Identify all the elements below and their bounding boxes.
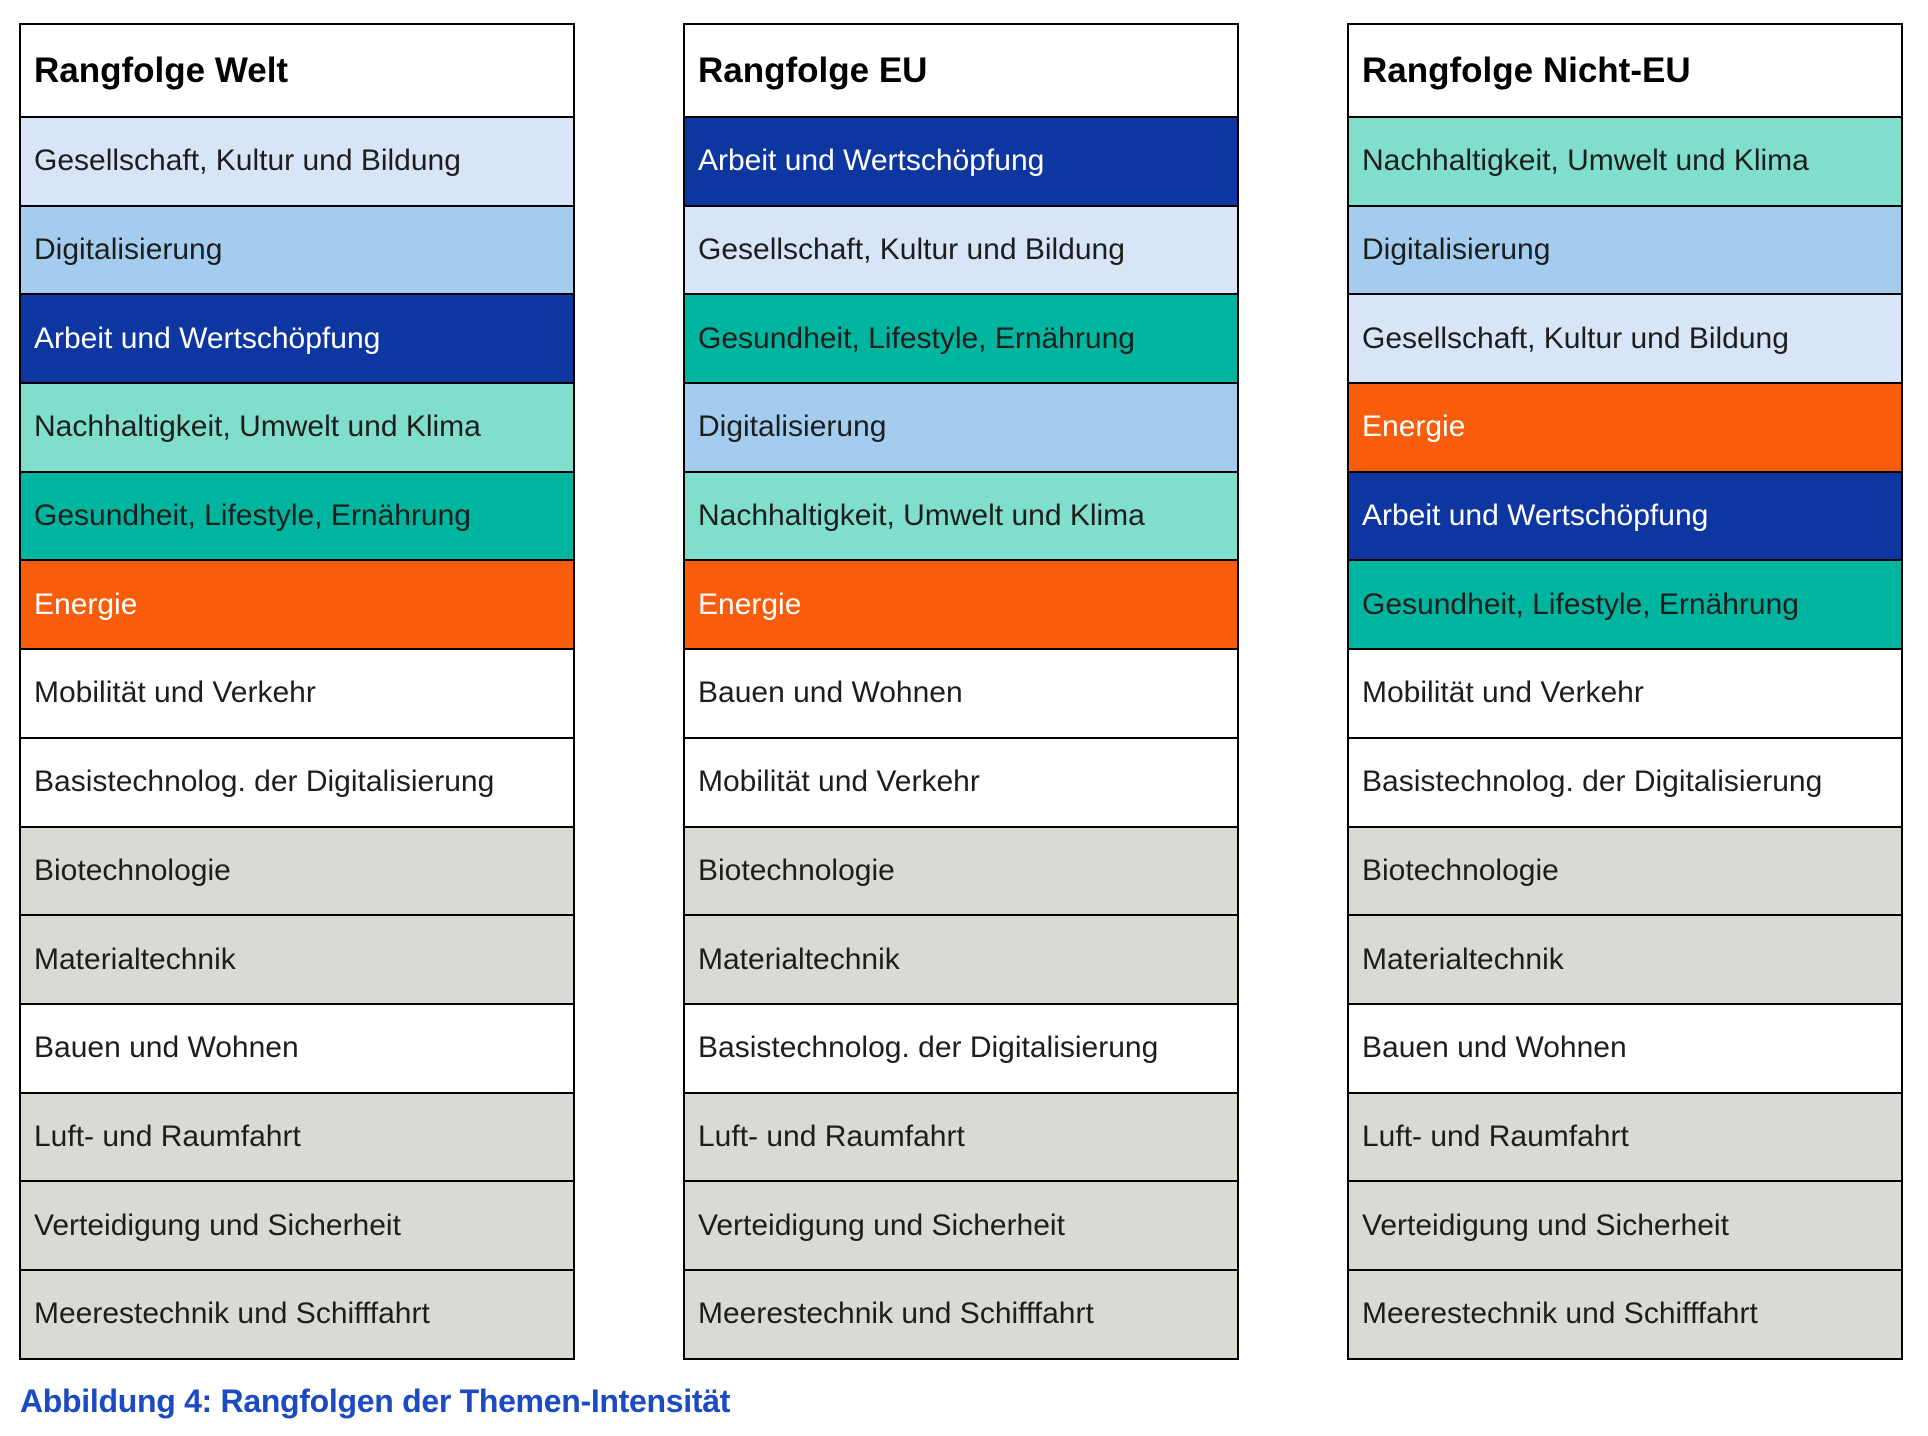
table-row: Materialtechnik [21,916,573,1005]
table-rows-eu: Arbeit und Wertschöpfung Gesellschaft, Ku… [685,118,1237,1358]
table-row: Digitalisierung [1349,206,1901,296]
table-row: Meerestechnik und Schifffahrt [1349,1270,1901,1358]
figure-caption: Abbildung 4: Rangfolgen der Themen-Inten… [20,1383,731,1419]
table-row: Arbeit und Wertschöpfung [21,295,573,385]
table-row: Bauen und Wohnen [685,650,1237,739]
ranking-table-eu: Rangfolge EU Arbeit und Wertschöpfung Ges… [683,23,1239,1360]
table-row: Basistechnolog. der Digitalisierung [685,1004,1237,1094]
table-rows-nicht-eu: Nachhaltigkeit, Umwelt und Klima Digitali… [1349,118,1901,1358]
table-row: Biotechnologie [685,827,1237,917]
table-row: Gesundheit, Lifestyle, Ernährung [685,295,1237,385]
table-row: Meerestechnik und Schifffahrt [21,1270,573,1358]
table-row: Meerestechnik und Schifffahrt [685,1270,1237,1358]
table-row: Nachhaltigkeit, Umwelt und Klima [1349,118,1901,207]
table-row: Mobilität und Verkehr [1349,650,1901,739]
table-row: Gesundheit, Lifestyle, Ernährung [21,472,573,562]
table-row: Gesellschaft, Kultur und Bildung [21,118,573,207]
table-title-welt: Rangfolge Welt [21,25,573,118]
table-row: Mobilität und Verkehr [21,650,573,739]
ranking-table-nicht-eu: Rangfolge Nicht-EU Nachhaltigkeit, Umwel… [1347,23,1903,1360]
table-row: Nachhaltigkeit, Umwelt und Klima [685,472,1237,562]
table-row: Luft- und Raumfahrt [685,1093,1237,1183]
table-row: Nachhaltigkeit, Umwelt und Klima [21,384,573,473]
table-row: Arbeit und Wertschöpfung [1349,472,1901,562]
table-row: Basistechnolog. der Digitalisierung [1349,738,1901,828]
table-row: Materialtechnik [685,916,1237,1005]
table-row: Biotechnologie [1349,827,1901,917]
table-row: Gesellschaft, Kultur und Bildung [1349,295,1901,385]
table-row: Energie [21,561,573,651]
table-row: Energie [1349,384,1901,473]
table-row: Verteidigung und Sicherheit [21,1182,573,1271]
table-row: Energie [685,561,1237,651]
table-row: Gesundheit, Lifestyle, Ernährung [1349,561,1901,651]
table-row: Bauen und Wohnen [1349,1004,1901,1094]
table-row: Biotechnologie [21,827,573,917]
table-title-nicht-eu: Rangfolge Nicht-EU [1349,25,1901,118]
table-row: Basistechnolog. der Digitalisierung [21,738,573,828]
table-row: Verteidigung und Sicherheit [1349,1182,1901,1271]
table-row: Digitalisierung [21,206,573,296]
table-row: Luft- und Raumfahrt [1349,1093,1901,1183]
table-row: Materialtechnik [1349,916,1901,1005]
table-row: Bauen und Wohnen [21,1004,573,1094]
table-row: Arbeit und Wertschöpfung [685,118,1237,207]
table-row: Mobilität und Verkehr [685,738,1237,828]
table-row: Luft- und Raumfahrt [21,1093,573,1183]
table-row: Verteidigung und Sicherheit [685,1182,1237,1271]
ranking-tables: Rangfolge Welt Gesellschaft, Kultur und … [19,23,1903,1360]
table-row: Digitalisierung [685,384,1237,473]
ranking-table-welt: Rangfolge Welt Gesellschaft, Kultur und … [19,23,575,1360]
table-row: Gesellschaft, Kultur und Bildung [685,206,1237,296]
table-title-eu: Rangfolge EU [685,25,1237,118]
table-rows-welt: Gesellschaft, Kultur und Bildung Digitali… [21,118,573,1358]
